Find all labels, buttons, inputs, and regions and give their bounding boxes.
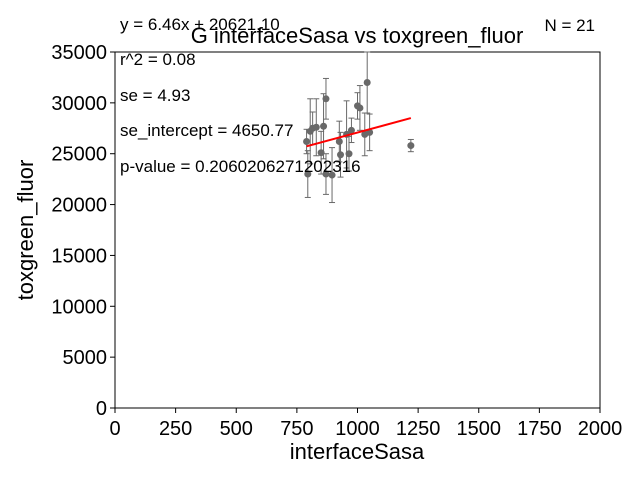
- r2-annotation: r^2 = 0.08: [120, 50, 196, 69]
- y-tick-label: 20000: [51, 195, 107, 217]
- y-tick-label: 10000: [51, 296, 107, 318]
- y-tick-label: 5000: [63, 347, 108, 369]
- x-tick-label: 2000: [578, 418, 623, 440]
- p-value-annotation: p-value = 0.2060206271202316: [120, 157, 361, 176]
- y-tick-label: 30000: [51, 93, 107, 115]
- data-point: [312, 123, 320, 131]
- data-point: [356, 104, 364, 112]
- se-annotation: se = 4.93: [120, 86, 190, 105]
- y-tick-label: 25000: [51, 144, 107, 166]
- data-point: [320, 122, 328, 130]
- error-bars: [303, 51, 414, 204]
- data-points: [303, 79, 415, 179]
- data-point: [347, 126, 355, 134]
- x-ticks: 0 250 500 750 1000 1250 1500 1750 2000: [109, 408, 622, 440]
- data-point: [304, 170, 312, 178]
- y-axis-label: toxgreen_fluor: [13, 160, 38, 301]
- x-tick-label: 1000: [335, 418, 380, 440]
- se-intercept-annotation: se_intercept = 4650.77: [120, 121, 293, 140]
- x-tick-label: 1250: [396, 418, 441, 440]
- data-point: [303, 138, 311, 146]
- n-annotation: N = 21: [544, 16, 595, 35]
- x-axis-label: interfaceSasa: [290, 439, 425, 464]
- x-tick-label: 500: [220, 418, 253, 440]
- y-tick-label: 35000: [51, 42, 107, 64]
- data-point: [407, 142, 415, 150]
- data-point: [337, 151, 345, 159]
- fit-line: [306, 117, 412, 148]
- data-point: [328, 171, 336, 179]
- x-tick-label: 250: [159, 418, 192, 440]
- data-point: [322, 170, 330, 178]
- data-point: [363, 79, 371, 87]
- data-point: [345, 150, 353, 158]
- x-tick-label: 0: [109, 418, 120, 440]
- data-point: [322, 95, 330, 103]
- x-tick-label: 1500: [457, 418, 502, 440]
- equation-annotation: y = 6.46x + 20621.10: [120, 15, 280, 34]
- fit-line-group: [306, 117, 412, 148]
- x-tick-label: 750: [280, 418, 313, 440]
- y-tick-label: 15000: [51, 245, 107, 267]
- data-point: [335, 138, 343, 146]
- y-ticks: 0 5000 10000 15000 20000 25000 30000 35000: [51, 42, 115, 420]
- data-point: [317, 149, 325, 157]
- x-tick-label: 1750: [517, 418, 562, 440]
- chart-title: G interfaceSasa vs toxgreen_fluor: [191, 23, 524, 48]
- y-tick-label: 0: [96, 398, 107, 420]
